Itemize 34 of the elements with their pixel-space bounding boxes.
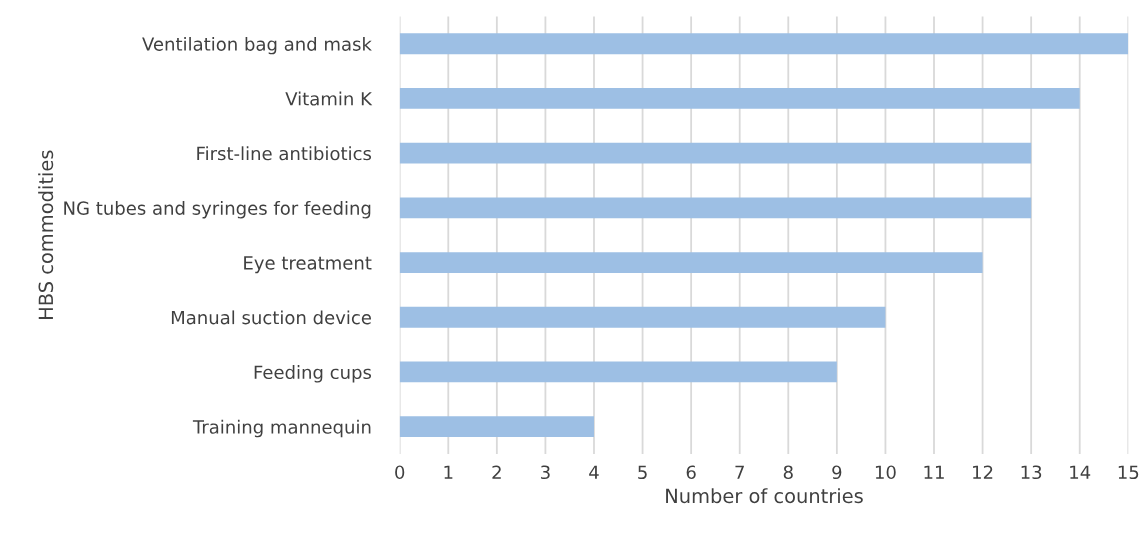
x-tick-label: 8 bbox=[783, 465, 793, 480]
bar bbox=[399, 361, 837, 383]
x-tick-label: 6 bbox=[686, 465, 696, 480]
y-tick-label: Vitamin K bbox=[285, 91, 373, 106]
y-tick-label: Manual suction device bbox=[171, 310, 371, 325]
bar bbox=[399, 142, 1032, 164]
x-tick-label: 7 bbox=[735, 465, 744, 479]
y-axis-title: HBS commodities bbox=[38, 150, 54, 319]
x-tick-label: 4 bbox=[589, 465, 599, 479]
y-tick-label: Feeding cups bbox=[254, 365, 372, 383]
y-tick-label: NG tubes and syringes for feeding bbox=[64, 201, 371, 219]
x-tick-label: 11 bbox=[924, 465, 944, 479]
x-tick-label: 10 bbox=[875, 465, 896, 480]
y-tick-label: Training mannequin bbox=[192, 419, 371, 438]
bar bbox=[399, 197, 1032, 219]
bar bbox=[399, 88, 1080, 109]
bar bbox=[399, 33, 1129, 55]
bar bbox=[399, 306, 886, 328]
x-tick-label: 9 bbox=[832, 465, 842, 480]
x-tick-label: 2 bbox=[492, 465, 501, 479]
x-tick-label: 14 bbox=[1070, 465, 1091, 479]
x-tick-label: 13 bbox=[1021, 465, 1042, 480]
x-axis-title: Number of countries bbox=[666, 488, 863, 504]
x-tick-label: 5 bbox=[638, 465, 647, 480]
bar bbox=[399, 416, 594, 438]
x-tick-label: 1 bbox=[444, 465, 453, 479]
y-tick-label: Ventilation bag and mask bbox=[142, 36, 372, 55]
x-tick-label: 3 bbox=[541, 465, 550, 480]
x-tick-label: 12 bbox=[973, 465, 993, 479]
y-tick-label: Eye treatment bbox=[244, 256, 372, 274]
x-tick-label: 0 bbox=[395, 465, 405, 480]
y-tick-label: First-line antibiotics bbox=[197, 146, 372, 161]
bar bbox=[399, 252, 983, 273]
x-tick-label: 15 bbox=[1118, 465, 1139, 480]
